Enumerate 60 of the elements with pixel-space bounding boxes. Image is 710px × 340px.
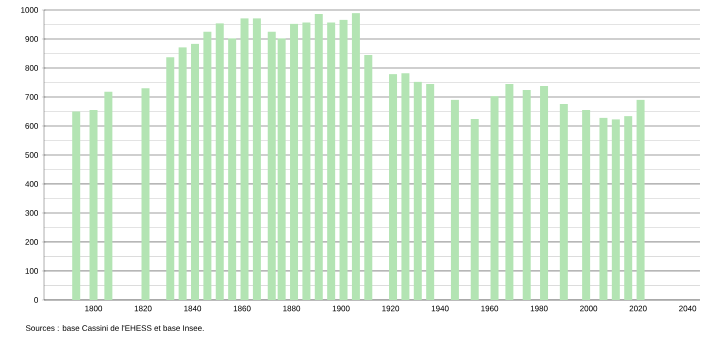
y-tick-label: 1000: [21, 7, 38, 13]
bar: [327, 22, 336, 300]
x-tick-label: 1860: [234, 306, 251, 312]
bar: [364, 54, 372, 300]
bar: [90, 110, 98, 300]
bar: [142, 88, 150, 300]
bar: [252, 18, 261, 300]
x-tick-label: 1880: [283, 306, 300, 312]
bar: [290, 24, 298, 300]
bar: [228, 38, 236, 300]
y-tick-label: 300: [25, 210, 38, 216]
bar: [104, 92, 112, 300]
bar: [166, 57, 174, 300]
x-tick-label: 1800: [85, 306, 102, 312]
bar: [540, 86, 548, 300]
x-tick-label: 2020: [630, 306, 647, 312]
y-tick-label: 900: [25, 36, 38, 42]
y-tick-label: 100: [26, 268, 38, 274]
bar: [216, 23, 224, 300]
x-tick-label: 1920: [382, 306, 400, 312]
bar: [389, 74, 398, 300]
x-tick-label: 2040: [679, 306, 696, 312]
bar: [302, 22, 310, 300]
bar: [582, 110, 590, 300]
bar: [624, 116, 632, 300]
bar: [470, 119, 479, 300]
x-tick-label: 1980: [530, 306, 548, 312]
x-tick-label: 2000: [580, 306, 598, 312]
bar: [340, 20, 348, 300]
bar: [505, 84, 514, 300]
x-tick-label: 1940: [432, 306, 449, 312]
x-tick-label: 1820: [134, 306, 152, 312]
bar: [240, 18, 249, 300]
bar: [612, 119, 620, 300]
source-note: Sources : base Cassini de l'EHESS et base Insee.: [26, 325, 204, 331]
bar: [203, 32, 212, 300]
bar: [490, 96, 499, 300]
bar: [178, 47, 187, 300]
y-tick-label: 0: [34, 297, 38, 303]
bar: [426, 84, 434, 300]
x-tick-label: 1960: [481, 306, 498, 312]
y-tick-label: 600: [25, 123, 38, 129]
y-tick-label: 500: [25, 152, 38, 158]
y-tick-label: 200: [25, 239, 38, 245]
y-tick-label: 800: [25, 65, 38, 71]
bar: [522, 90, 531, 300]
bar: [414, 82, 422, 300]
x-tick-label: 1840: [184, 306, 202, 312]
bar: [352, 13, 360, 300]
bar: [636, 100, 645, 300]
bar: [450, 100, 459, 300]
bar: [191, 44, 200, 300]
bar: [401, 73, 410, 300]
bar: [314, 14, 323, 300]
bar: [560, 104, 568, 300]
y-tick-label: 400: [25, 181, 38, 187]
x-tick-label: 1900: [332, 306, 350, 312]
y-tick-label: 700: [25, 94, 38, 100]
bar: [599, 118, 608, 300]
bar: [72, 111, 80, 300]
